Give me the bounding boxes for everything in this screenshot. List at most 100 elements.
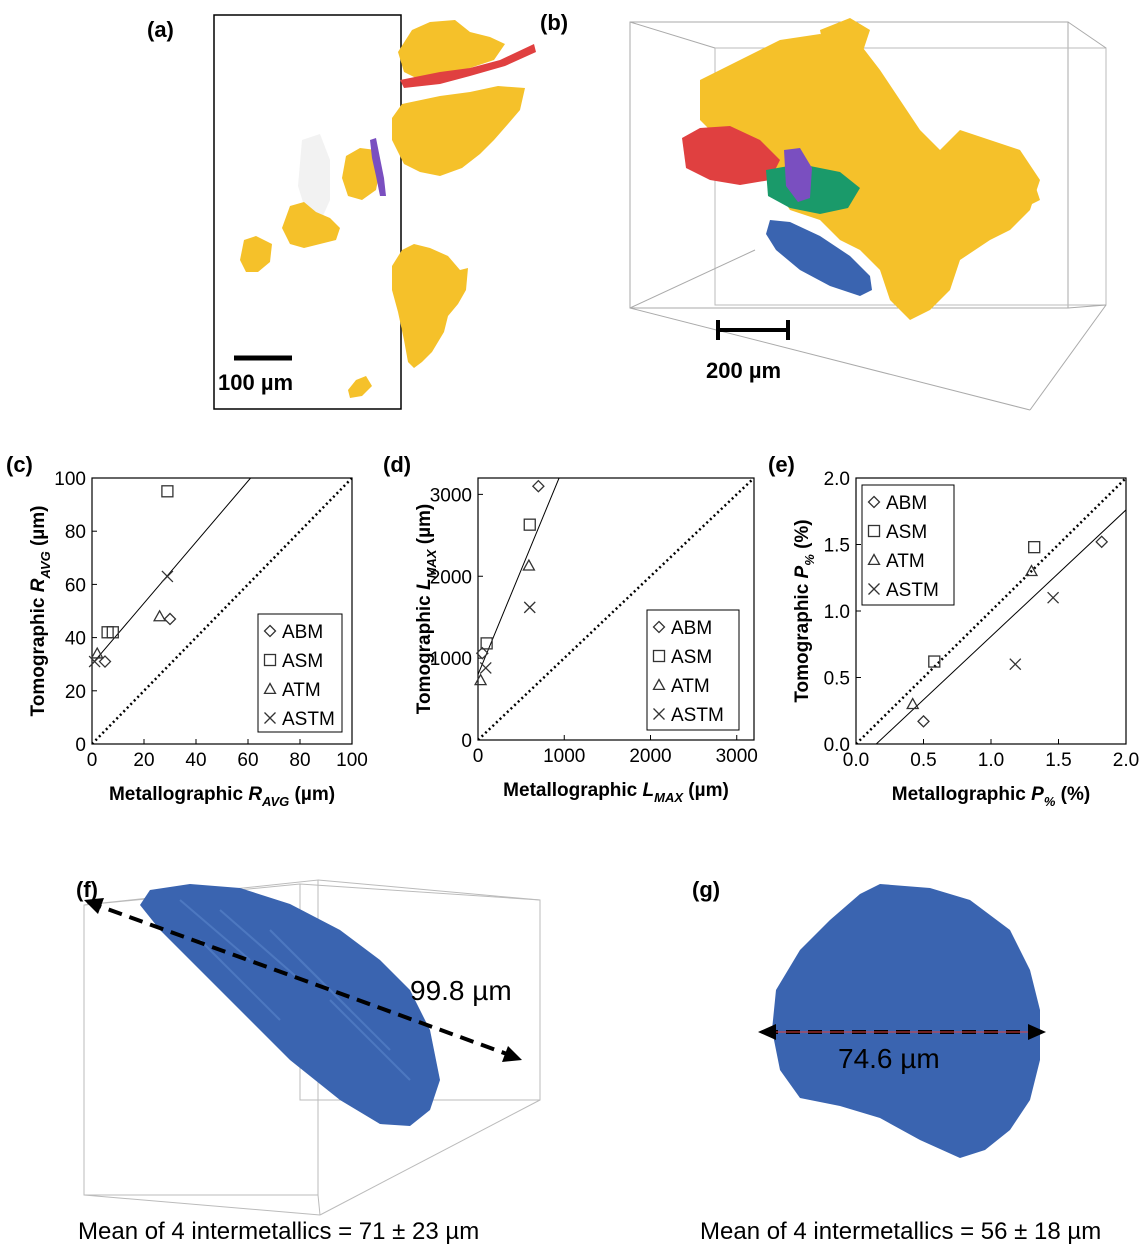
fit-line (92, 478, 251, 665)
arrow-head-icon (502, 1046, 522, 1062)
data-point-atm (473, 673, 488, 686)
data-point-atm (152, 609, 167, 622)
y-axis-label: Tomographic LMAX (µm) (414, 504, 439, 715)
red-particle-3d (682, 126, 780, 185)
panel-b-volume (629, 21, 1107, 411)
panel-label-f: (f) (76, 877, 98, 902)
y-axis-label: Tomographic P% (%) (792, 519, 817, 702)
data-point-asm (523, 518, 536, 531)
measurement-f: 99.8 µm (410, 975, 512, 1006)
legend-marker-abm (652, 620, 666, 634)
legend-marker-astm (653, 708, 665, 720)
blue-particle-3d (766, 220, 872, 296)
y-tick-label: 20 (65, 682, 86, 703)
y-tick-label: 0 (461, 731, 472, 752)
data-point-asm (106, 626, 119, 639)
data-point-asm (480, 637, 493, 650)
yellow-network (820, 18, 870, 70)
intermetallic-particle (282, 202, 340, 248)
measurement-g: 74.6 µm (838, 1043, 940, 1074)
faint-particle (298, 134, 330, 218)
chart-c: 0 20 40 60 80 100 0 20 40 60 80 100 ABM ASM ATM ASTM Met… (28, 469, 368, 809)
chart-e: 0.0 0.5 1.0 1.5 2.0 0.0 0.5 1.0 1.5 2.0 ABM ASM ATM A… (792, 469, 1139, 809)
data-point-astm (523, 601, 536, 614)
legend-marker-asm (263, 653, 277, 667)
panel-label-e: (e) (768, 452, 795, 477)
intermetallic-particle (392, 86, 525, 176)
y-tick-label: 0 (75, 735, 86, 756)
data-point-abm (98, 655, 112, 668)
x-tick-label: 60 (237, 750, 258, 771)
legend-label-astm: ASTM (282, 709, 335, 730)
y-tick-label: 1000 (430, 649, 472, 670)
scale-label-a: 100 µm (218, 370, 293, 395)
data-point-abm (531, 479, 545, 493)
x-tick-label: 2.0 (1113, 750, 1139, 771)
data-point-atm (906, 697, 920, 710)
arrow-head-icon (1028, 1024, 1046, 1040)
yellow-network (700, 34, 1040, 320)
legend-marker-astm (868, 583, 880, 595)
panel-a-micrograph (234, 20, 536, 398)
y-tick-label: 80 (65, 522, 86, 543)
arrow-head-icon (84, 898, 104, 914)
legend-label-atm: ATM (671, 676, 710, 697)
x-tick-label: 2000 (629, 746, 671, 767)
purple-particle-3d (784, 148, 812, 202)
panel-f-texture (179, 899, 411, 1081)
caption-f: Mean of 4 intermetallics = 71 ± 23 µm (78, 1218, 480, 1245)
x-tick-label: 0 (87, 750, 98, 771)
legend-label-asm: ASM (886, 522, 927, 543)
data-point-asm (161, 485, 174, 498)
intermetallic-particle (240, 236, 272, 272)
arrow-head-icon (758, 1024, 776, 1040)
x-axis-label: Metallographic P% (%) (892, 784, 1090, 809)
identity-line (92, 478, 352, 744)
x-axis-label: Metallographic LMAX (µm) (503, 780, 729, 805)
red-particle (400, 44, 536, 88)
data-point-abm (475, 646, 489, 660)
data-point-asm (1028, 541, 1041, 554)
scale-label-b: 200 µm (706, 358, 781, 383)
identity-line (856, 478, 1126, 744)
data-point-asm (928, 655, 941, 668)
panel-label-g: (g) (692, 877, 720, 902)
legend-marker-asm (652, 649, 666, 663)
data-point-astm (161, 570, 174, 583)
data-point-abm (917, 714, 930, 728)
x-tick-label: 40 (185, 750, 206, 771)
x-tick-label: 3000 (716, 746, 758, 767)
y-axis-label: Tomographic RAVG (µm) (28, 506, 53, 717)
legend-label-abm: ABM (671, 618, 712, 639)
panel-label-c: (c) (6, 452, 33, 477)
x-axis-label: Metallographic RAVG (µm) (109, 784, 335, 809)
y-tick-label: 1.5 (824, 536, 850, 557)
x-tick-label: 1000 (543, 746, 585, 767)
plot-frame (91, 477, 353, 745)
identity-line (478, 478, 754, 740)
fit-line (478, 478, 560, 675)
data-point-astm (88, 655, 101, 668)
panel-b-particles (682, 18, 1040, 340)
yellow-network (980, 150, 1040, 210)
intermetallic-particle (342, 148, 380, 200)
legend-marker-astm (264, 712, 276, 724)
legend-label-asm: ASM (282, 651, 323, 672)
legend-label-atm: ATM (886, 551, 925, 572)
x-tick-label: 80 (289, 750, 310, 771)
data-point-atm (522, 558, 536, 571)
data-point-astm (1009, 658, 1022, 671)
legend-marker-atm (652, 678, 666, 691)
panel-label-a: (a) (147, 17, 174, 42)
data-point-abm (163, 612, 177, 626)
y-tick-label: 100 (54, 469, 86, 490)
legend-label-abm: ABM (282, 622, 323, 643)
data-point-astm (479, 661, 492, 674)
legend-label-astm: ASTM (886, 580, 939, 601)
x-tick-label: 0.5 (910, 750, 936, 771)
blue-particle-3d-f (140, 884, 440, 1126)
x-tick-label: 100 (336, 750, 368, 771)
plot-frame (477, 477, 755, 741)
legend-label-astm: ASTM (671, 705, 724, 726)
legend-label-asm: ASM (671, 647, 712, 668)
